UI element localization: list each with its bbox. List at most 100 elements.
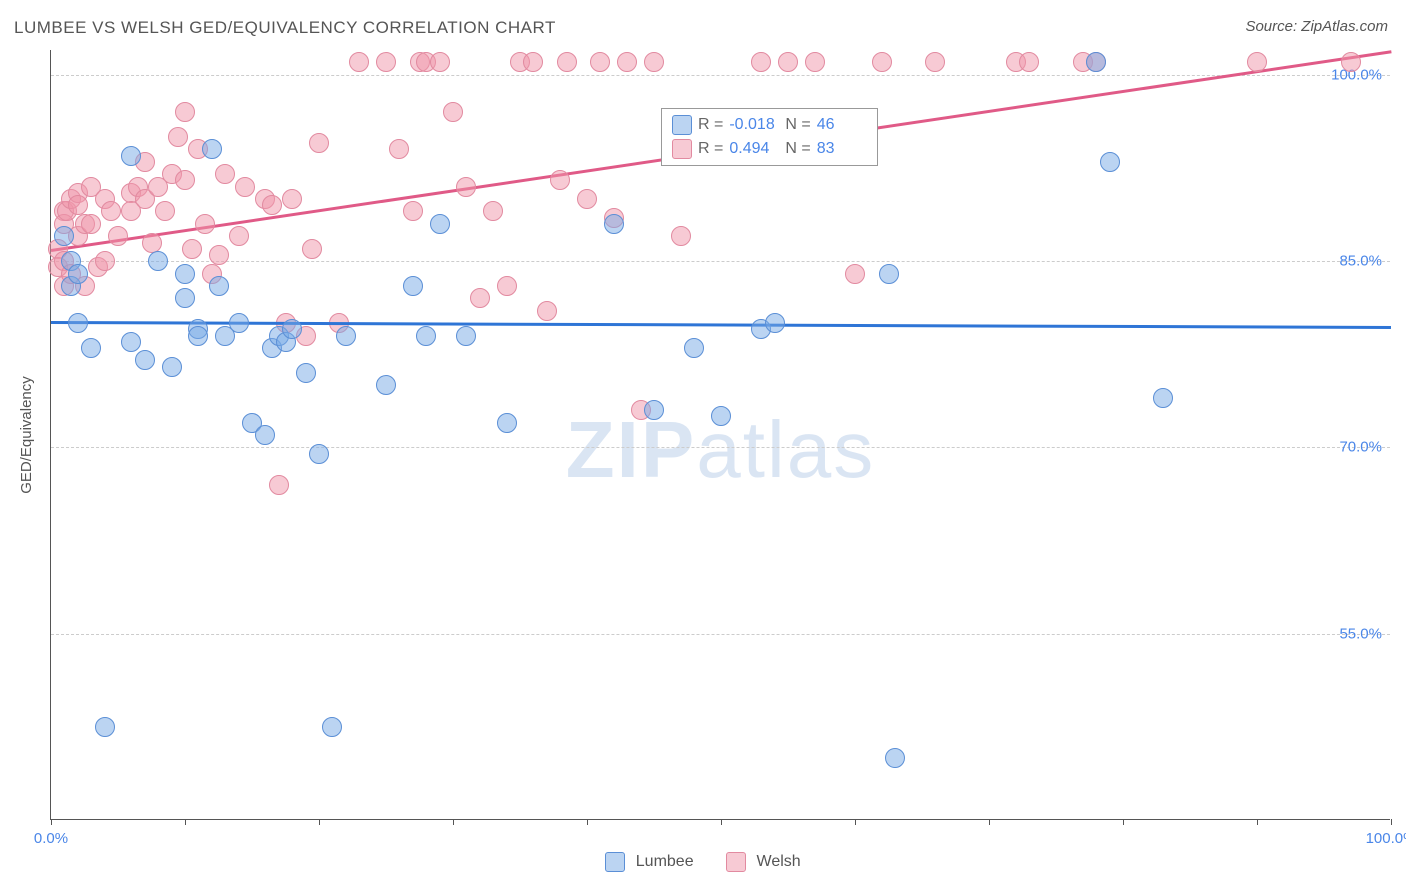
welsh-point: [430, 52, 450, 72]
lumbee-point: [336, 326, 356, 346]
welsh-point: [269, 475, 289, 495]
x-tick-label: 100.0%: [1366, 830, 1406, 847]
welsh-point: [389, 139, 409, 159]
welsh-point: [456, 177, 476, 197]
welsh-point: [309, 133, 329, 153]
y-tick-label: 70.0%: [1339, 439, 1382, 456]
lumbee-point: [175, 288, 195, 308]
lumbee-trendline: [51, 321, 1391, 328]
legend-row-welsh: R = 0.494 N = 83: [672, 137, 867, 161]
welsh-point: [155, 201, 175, 221]
welsh-point: [302, 239, 322, 259]
y-tick-label: 85.0%: [1339, 253, 1382, 270]
x-tick-label: 0.0%: [34, 830, 68, 847]
legend-row-lumbee: R = -0.018 N = 46: [672, 113, 867, 137]
gridline: [51, 75, 1390, 76]
welsh-point: [175, 102, 195, 122]
x-tick: [721, 819, 722, 825]
welsh-point: [550, 170, 570, 190]
welsh-point: [175, 170, 195, 190]
welsh-point: [95, 251, 115, 271]
lumbee-point: [322, 717, 342, 737]
lumbee-point: [604, 214, 624, 234]
welsh-point: [168, 127, 188, 147]
welsh-point: [229, 226, 249, 246]
welsh-point: [349, 52, 369, 72]
welsh-point: [577, 189, 597, 209]
gridline: [51, 634, 1390, 635]
welsh-point: [215, 164, 235, 184]
welsh-point: [142, 233, 162, 253]
lumbee-point: [1100, 152, 1120, 172]
lumbee-point: [711, 406, 731, 426]
welsh-point: [872, 52, 892, 72]
welsh-point: [235, 177, 255, 197]
x-tick: [1391, 819, 1392, 825]
welsh-point: [182, 239, 202, 259]
y-axis-label: GED/Equivalency: [18, 376, 35, 494]
gridline: [51, 447, 1390, 448]
lumbee-point: [68, 264, 88, 284]
lumbee-point: [54, 226, 74, 246]
lumbee-swatch-icon: [605, 852, 625, 872]
lumbee-point: [1086, 52, 1106, 72]
welsh-point: [101, 201, 121, 221]
lumbee-swatch: [672, 115, 692, 135]
x-tick: [855, 819, 856, 825]
welsh-point: [590, 52, 610, 72]
lumbee-point: [403, 276, 423, 296]
lumbee-point: [81, 338, 101, 358]
welsh-point: [443, 102, 463, 122]
x-tick: [1123, 819, 1124, 825]
lumbee-point: [416, 326, 436, 346]
welsh-point: [778, 52, 798, 72]
lumbee-point: [765, 313, 785, 333]
x-tick: [989, 819, 990, 825]
lumbee-point: [376, 375, 396, 395]
welsh-point: [262, 195, 282, 215]
lumbee-point: [209, 276, 229, 296]
lumbee-point: [175, 264, 195, 284]
x-tick: [1257, 819, 1258, 825]
lumbee-point: [684, 338, 704, 358]
source-label: Source: ZipAtlas.com: [1245, 18, 1388, 35]
legend-item-lumbee: Lumbee: [605, 853, 698, 870]
lumbee-point: [68, 313, 88, 333]
lumbee-point: [282, 319, 302, 339]
lumbee-point: [255, 425, 275, 445]
lumbee-point: [309, 444, 329, 464]
welsh-point: [282, 189, 302, 209]
welsh-point: [751, 52, 771, 72]
welsh-point: [537, 301, 557, 321]
welsh-point: [617, 52, 637, 72]
welsh-point: [557, 52, 577, 72]
welsh-point: [108, 226, 128, 246]
welsh-point: [403, 201, 423, 221]
welsh-point: [1247, 52, 1267, 72]
x-tick: [587, 819, 588, 825]
x-tick: [51, 819, 52, 825]
lumbee-point: [1153, 388, 1173, 408]
lumbee-point: [188, 326, 208, 346]
welsh-point: [81, 214, 101, 234]
welsh-swatch-icon: [726, 852, 746, 872]
welsh-point: [805, 52, 825, 72]
x-tick: [185, 819, 186, 825]
welsh-point: [497, 276, 517, 296]
legend-item-welsh: Welsh: [726, 853, 801, 870]
plot-area: ZIPatlas R = -0.018 N = 46 R = 0.494 N =…: [50, 50, 1390, 820]
welsh-point: [376, 52, 396, 72]
series-legend: Lumbee Welsh: [0, 852, 1406, 872]
lumbee-point: [95, 717, 115, 737]
x-tick: [453, 819, 454, 825]
welsh-point: [483, 201, 503, 221]
lumbee-point: [456, 326, 476, 346]
lumbee-point: [296, 363, 316, 383]
welsh-point: [671, 226, 691, 246]
gridline: [51, 261, 1390, 262]
welsh-point: [644, 52, 664, 72]
correlation-legend: R = -0.018 N = 46 R = 0.494 N = 83: [661, 108, 878, 166]
lumbee-point: [202, 139, 222, 159]
welsh-point: [845, 264, 865, 284]
welsh-point: [209, 245, 229, 265]
